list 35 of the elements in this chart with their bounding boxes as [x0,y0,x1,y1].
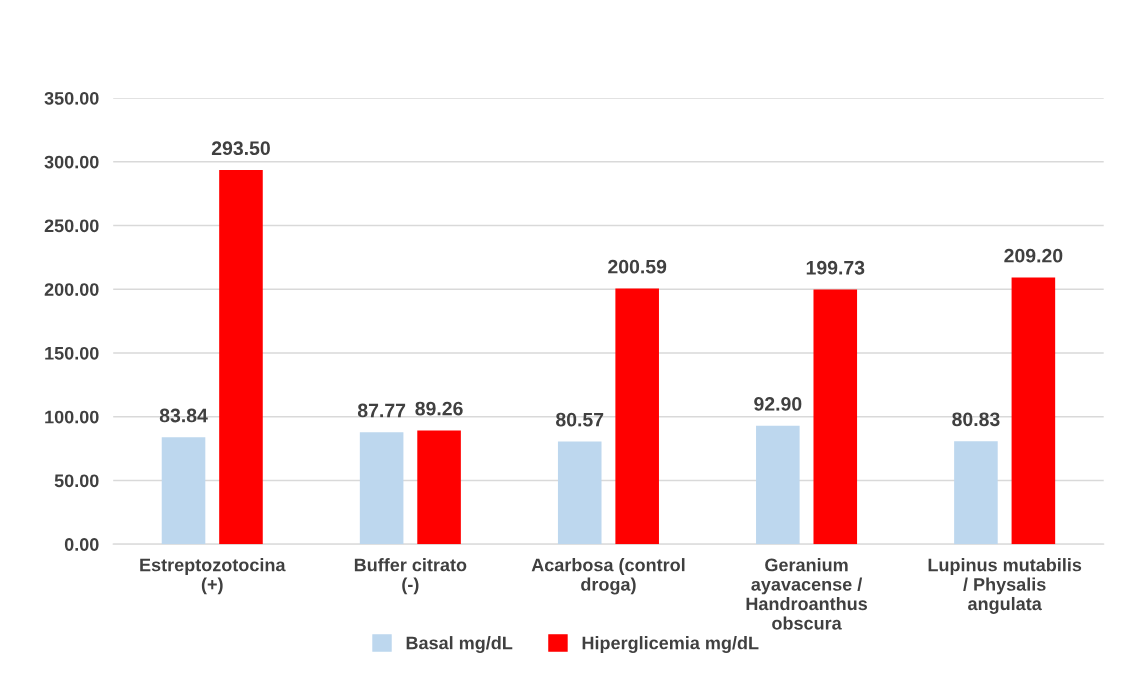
bar [557,441,602,545]
bar [756,425,800,545]
y-tick-label: 50.00 [54,474,99,488]
y-tick-label: 250.00 [44,219,99,233]
legend-label: Hiperglicemia mg/dL [582,636,759,653]
bar [813,289,858,545]
y-tick-label: 100.00 [45,410,99,424]
bar [954,441,998,545]
data-label: 80.57 [556,412,604,427]
x-tick-label: Geranium ayavacense / Handroanthus obscura [746,558,867,630]
legend-label: Basal mg/dL [406,636,513,653]
data-label: 92.90 [754,397,802,411]
y-tick-label: 350.00 [44,91,99,105]
bar [219,170,263,545]
bar [359,432,404,545]
bar [615,288,659,545]
x-tick-label: Buffer citrato (-) [354,558,467,595]
data-label: 199.73 [806,260,865,275]
bar [1011,277,1056,545]
y-tick-label: 300.00 [44,155,99,169]
data-label: 83.84 [159,408,208,423]
y-tick-label: 200.00 [44,283,99,296]
data-label: 200.59 [608,259,667,274]
data-label: 89.26 [415,401,463,416]
bar [417,430,461,545]
y-tick-label: 0.00 [64,538,99,551]
x-tick-label: Acarbosa (control droga) [531,558,685,595]
data-label: 80.83 [952,412,1000,427]
data-label: 87.77 [357,403,406,418]
x-tick-label: Estreptozotocina (+) [140,558,286,595]
bar [161,437,206,545]
data-label: 293.50 [211,141,270,156]
y-tick-label: 150.00 [45,346,99,360]
data-label: 209.20 [1004,248,1063,263]
x-tick-label: Lupinus mutabilis / Physalis angulata [928,558,1082,614]
